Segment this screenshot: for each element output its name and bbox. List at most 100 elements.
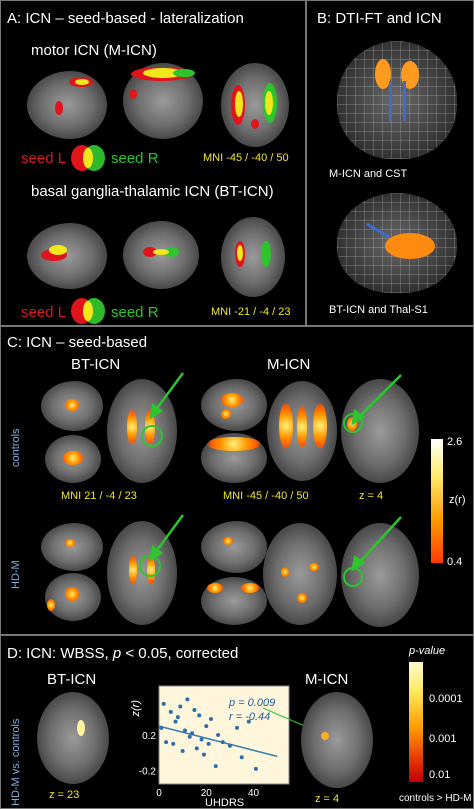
hdm-bt-coronal [45,573,101,621]
panel-b-label-top: M-ICN and CST [329,168,408,180]
bt-coronal-brain [123,221,199,289]
controls-m-coronal [201,433,267,483]
scatter-point [161,701,166,706]
scatter-point [175,715,180,720]
roi-circle-hdm [139,555,161,577]
scatter-point [159,725,164,730]
scatter-point [235,725,239,730]
mesh-head-top [337,41,457,159]
scatter-point [239,755,244,760]
mni-bt-label: MNI -21 / -4 / 23 [211,306,291,318]
mni-motor-label: MNI -45 / -40 / 50 [203,152,289,164]
scatter-point [213,764,218,769]
pvalue-footer: controls > HD-M [399,793,472,804]
plot-area [158,685,290,785]
mni-bt-c: MNI 21 / -4 / 23 [61,490,137,502]
panel-a: A: ICN – seed-based - lateralization mot… [0,0,306,326]
y-tick-label: -0.2 [139,767,157,778]
x-tick-label: 0 [156,788,162,799]
motor-icn-title: motor ICN (M-ICN) [31,42,157,59]
scatter-point [206,741,211,746]
bt-icn-title: basal ganglia-thalamic ICN (BT-ICN) [31,183,274,200]
hdm-m-sagittal [201,521,267,573]
scatter-point [204,724,209,729]
scatter-point [201,752,206,757]
panel-d: D: ICN: WBSS, p < 0.05, corrected BT-ICN… [0,635,474,809]
zr-colorbar [431,439,443,563]
seed-right-label-bt: seed R [111,304,159,321]
controls-m-axial [267,381,337,481]
panel-d-bt-header: BT-ICN [47,671,97,688]
panel-c: C: ICN – seed-based BT-ICN M-ICN control… [0,326,474,635]
stat-r: r = -0.44 [229,711,270,723]
scatter-point [197,713,202,718]
x-tick-label: 20 [201,788,213,799]
scatter-point [246,719,251,724]
pvalue-title: p-value [409,645,446,657]
panel-c-m-header: M-ICN [267,356,311,373]
mni-m-c: MNI -45 / -40 / 50 [223,490,309,502]
roi-circle-z4 [343,413,363,433]
d-bt-axial [37,692,109,784]
seed-left-label: seed L [21,150,67,167]
controls-m-sagittal [201,379,267,431]
seed-overlap-icon-bt [71,298,105,324]
panel-d-title: D: ICN: WBSS, p < 0.05, corrected [7,646,238,661]
y-axis-label: z(r) [130,700,142,718]
scale-max: 2.6 [447,436,463,448]
panel-c-bt-header: BT-ICN [71,356,121,373]
scatter-point [173,719,178,724]
roi-circle [141,425,163,447]
seed-right-label: seed R [111,150,159,167]
scatter-point [199,737,204,742]
scatter-point [180,749,185,754]
seed-left-label-bt: seed L [21,304,67,321]
d-m-axial [301,692,373,788]
arrow-overlay [149,372,402,572]
panel-d-title-post: < 0.05, corrected [121,645,239,662]
fit-line [158,725,278,758]
scatter-point [216,733,221,737]
z-slice-c: z = 4 [359,490,384,502]
motor-axial-brain [221,63,289,147]
scatter-point [253,766,258,771]
scatter-point [168,709,173,714]
bt-sagittal-brain [27,223,107,289]
scatter-point [220,740,225,745]
scatter-point [164,740,169,745]
stat-p: p = 0.009 [228,697,275,709]
seed-overlap-icon [71,145,105,171]
scatter-point [187,734,192,739]
z-left: z = 23 [49,789,80,801]
scale-min: 0.4 [447,556,463,568]
controls-bt-sagittal [41,381,103,431]
scatter-point [185,697,190,702]
scale-label: z(r) [449,494,466,506]
scatter-point [192,708,197,713]
panel-b-title: B: DTI-FT and ICN [317,10,442,27]
motor-sagittal-brain [27,71,107,139]
panel-b-label-bottom: BT-ICN and Thal-S1 [329,304,428,316]
hdm-m-axial [263,523,337,625]
x-axis-label: UHDRS [205,797,244,809]
scatter-point [194,746,199,751]
pvalue-tick-0: 0.0001 [429,693,463,705]
controls-bt-coronal [45,435,101,483]
panel-a-title: A: ICN – seed-based - lateralization [7,10,244,27]
scatter-plot: 0 20 40 0.2 -0.2 z(r) UHDRS p = 0.009 r = -0… [130,685,290,809]
panel-d-title-p: p [112,645,122,662]
panel-c-title: C: ICN – seed-based [7,334,148,351]
x-tick-label: 40 [248,788,260,799]
hdm-m-coronal [201,577,267,625]
mesh-head-bottom [337,193,457,293]
pvalue-tick-2: 0.01 [429,769,451,781]
panel-d-m-header: M-ICN [305,671,349,688]
bt-axial-brain [221,217,285,297]
scatter-point [190,731,195,736]
scatter-point [171,741,176,746]
motor-coronal-brain [123,63,203,139]
pvalue-tick-1: 0.001 [429,733,457,745]
connector-line [262,707,324,735]
z-right: z = 4 [315,793,340,805]
scatter-point [183,728,187,733]
